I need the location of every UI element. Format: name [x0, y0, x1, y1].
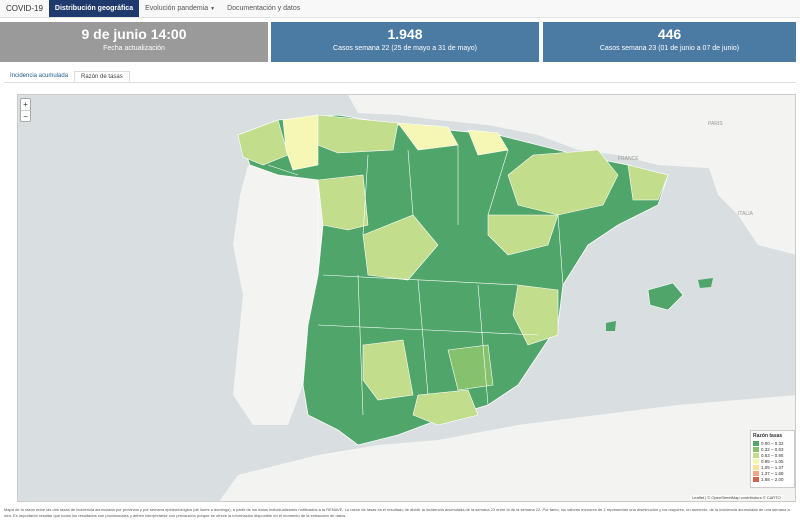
legend-swatch	[753, 476, 759, 482]
value-boxes: 9 de junio 14:00 Fecha actualización 1.9…	[0, 22, 800, 62]
tab-incidencia[interactable]: Incidencia acumulada	[10, 73, 69, 79]
region-valencia	[512, 284, 559, 346]
map-svg: PARIS FRANCE ITALIA	[18, 95, 795, 501]
legend-rows: 0.00 – 0.32 0.32 – 0.63 0.63 – 0.95 0.95 – …	[753, 440, 792, 482]
update-label: Fecha actualización	[103, 45, 165, 52]
nav-documentacion-label: Documentación y datos	[227, 5, 301, 12]
legend-row: 1.68 – 2.00	[753, 476, 792, 482]
week23-cases: 446	[657, 26, 682, 42]
region-malaga	[412, 389, 479, 426]
legend-swatch	[753, 464, 759, 470]
legend-row: 1.05 – 1.37	[753, 464, 792, 470]
italy-land	[708, 155, 795, 255]
region-cordoba	[362, 339, 414, 401]
zoom-in-button[interactable]: +	[23, 100, 28, 109]
nav-evolucion-label: Evolución pandemia	[145, 5, 209, 12]
region-mallorca	[647, 282, 684, 311]
legend-row: 0.95 – 1.05	[753, 458, 792, 464]
map-label-france: FRANCE	[618, 156, 639, 162]
week23-label: Casos semana 23 (01 de junio a 07 de jun…	[599, 45, 740, 52]
legend-swatch	[753, 458, 759, 464]
region-galicia-north	[237, 119, 289, 166]
legend-label: 1.37 – 1.68	[761, 470, 784, 476]
region-teruel	[487, 214, 559, 256]
legend-title: Razón tasas	[753, 433, 783, 439]
legend-row: 1.37 – 1.68	[753, 470, 792, 476]
map-legend: Razón tasas 0.00 – 0.32 0.32 – 0.63 0.63 –…	[750, 430, 795, 488]
region-menorca	[698, 278, 713, 288]
zoom-control: + −	[20, 98, 31, 122]
region-segovia-avila	[362, 214, 439, 281]
africa-land	[219, 395, 795, 501]
nav-evolucion[interactable]: Evolución pandemia ▼	[139, 0, 221, 17]
legend-swatch	[753, 470, 759, 476]
caret-down-icon: ▼	[210, 5, 216, 12]
province-borders	[267, 145, 564, 416]
legend-label: 0.00 – 0.32	[761, 440, 784, 446]
region-ibiza	[606, 321, 616, 331]
nav-distribucion-label: Distribución geográfica	[54, 5, 134, 12]
legend-row: 0.00 – 0.32	[753, 440, 792, 446]
update-date: 9 de junio 14:00	[81, 26, 187, 42]
legend-label: 1.05 – 1.37	[761, 464, 784, 470]
region-girona	[627, 164, 669, 201]
value-box-week22: 1.948 Casos semana 22 (25 de mayo a 31 d…	[271, 22, 539, 62]
map-label-north: PARIS	[708, 121, 723, 127]
week22-label: Casos semana 22 (25 de mayo a 31 de mayo…	[333, 45, 477, 52]
map-attribution[interactable]: Leaflet | © OpenStreetMap contributors ©…	[690, 495, 783, 500]
zoom-out-button[interactable]: −	[21, 110, 30, 121]
map-label-italy: ITALIA	[738, 211, 754, 217]
legend-swatch	[753, 452, 759, 458]
legend-row: 0.32 – 0.63	[753, 446, 792, 452]
legend-swatch	[753, 440, 759, 446]
legend-label: 0.63 – 0.95	[761, 452, 784, 458]
portugal-land	[233, 165, 323, 425]
value-box-week23: 446 Casos semana 23 (01 de junio a 07 de…	[543, 22, 796, 62]
legend-label: 0.95 – 1.05	[761, 458, 784, 464]
region-granada	[447, 344, 494, 391]
legend-label: 0.32 – 0.63	[761, 446, 784, 452]
legend-swatch	[753, 446, 759, 452]
region-asturias	[282, 114, 319, 171]
map-container[interactable]: PARIS FRANCE ITALIA	[17, 94, 796, 502]
brand-title[interactable]: COVID-19	[6, 4, 43, 13]
tab-bar: Incidencia acumulada Razón de tasas	[4, 71, 796, 83]
nav-distribucion[interactable]: Distribución geográfica	[48, 0, 140, 17]
value-box-update: 9 de junio 14:00 Fecha actualización	[0, 22, 268, 62]
region-cantabria	[317, 114, 399, 154]
legend-label: 1.68 – 2.00	[761, 476, 784, 482]
nav-documentacion[interactable]: Documentación y datos	[221, 0, 306, 17]
region-zamora	[317, 174, 369, 231]
top-navbar: COVID-19 Distribución geográfica Evoluci…	[0, 0, 800, 18]
tab-razon[interactable]: Razón de tasas	[74, 71, 130, 82]
footnote-text: Mapa de la razón entre las dos tasas de …	[4, 507, 790, 518]
legend-row: 0.63 – 0.95	[753, 452, 792, 458]
region-aragon	[507, 149, 619, 216]
france-land	[348, 95, 795, 170]
week22-cases: 1.948	[387, 26, 423, 42]
